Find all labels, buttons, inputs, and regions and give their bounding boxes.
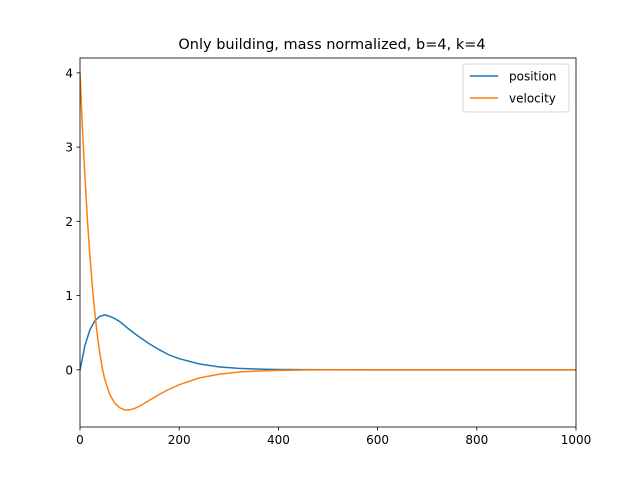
y-tick-label: 3 xyxy=(65,141,73,155)
y-tick-label: 0 xyxy=(65,363,73,377)
chart-title: Only building, mass normalized, b=4, k=4 xyxy=(178,37,485,53)
legend-label-velocity: velocity xyxy=(509,92,556,106)
x-tick-label: 200 xyxy=(168,433,191,447)
plot-area xyxy=(80,58,576,427)
axes-layer: 0 200 400 600 800 1000 0 1 2 3 4 xyxy=(65,57,592,447)
y-tick-label: 4 xyxy=(65,66,73,80)
y-tick-label: 1 xyxy=(65,289,73,303)
x-tick-label: 800 xyxy=(465,433,488,447)
plot-background xyxy=(80,58,576,427)
legend: position velocity xyxy=(462,63,570,113)
x-tick-label: 0 xyxy=(76,433,84,447)
x-tick-label: 600 xyxy=(366,433,389,447)
x-tick-label: 1000 xyxy=(561,433,592,447)
legend-label-position: position xyxy=(509,70,557,84)
series-line-velocity xyxy=(80,72,576,411)
axes-frame xyxy=(79,57,577,428)
y-tick-label: 2 xyxy=(65,215,73,229)
series-layer xyxy=(80,72,576,411)
x-tick-label: 400 xyxy=(267,433,290,447)
